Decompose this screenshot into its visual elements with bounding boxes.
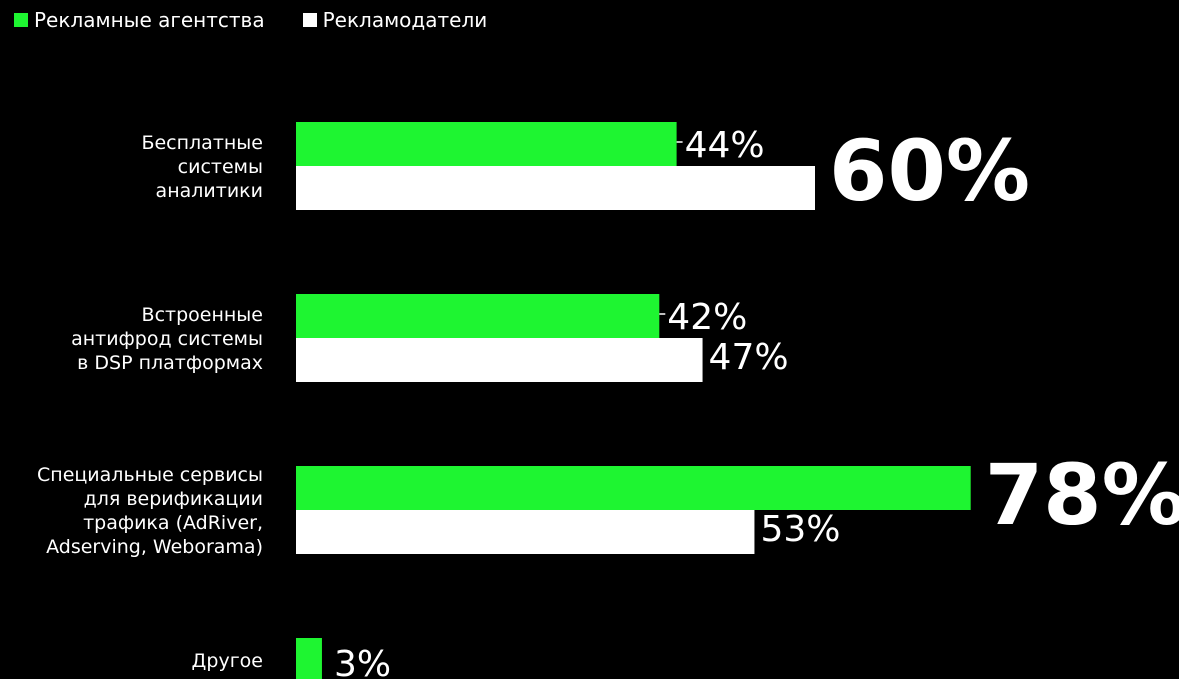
data-label: 42% (667, 297, 747, 338)
bar-advertisers (296, 510, 755, 554)
bar-agencies (296, 122, 677, 166)
data-label: 60% (829, 122, 1030, 220)
legend: Рекламные агентства Рекламодатели (14, 8, 525, 32)
bar-advertisers (296, 338, 703, 382)
legend-item-0: Рекламные агентства (14, 8, 265, 32)
legend-swatch (14, 13, 28, 27)
category-label: Другое (192, 650, 263, 672)
category-label: Специальные сервисы для верификации трафик… (37, 464, 263, 558)
legend-label: Рекламные агентства (34, 8, 265, 32)
category-label: Бесплатные системы аналитики (141, 132, 263, 202)
legend-item-1: Рекламодатели (302, 8, 488, 32)
data-label: 47% (709, 337, 789, 378)
data-label: 44% (685, 125, 765, 166)
data-label: 53% (760, 509, 840, 550)
bar-agencies (296, 638, 322, 679)
data-label: 3% (334, 644, 391, 679)
data-label: 78% (985, 446, 1179, 544)
category-label: Встроенные антифрод системы в DSP платформ… (71, 304, 263, 374)
legend-label: Рекламодатели (322, 8, 488, 32)
bar-advertisers (296, 166, 815, 210)
bar-agencies (296, 466, 971, 510)
legend-swatch (302, 13, 317, 27)
bar-agencies (296, 294, 660, 338)
